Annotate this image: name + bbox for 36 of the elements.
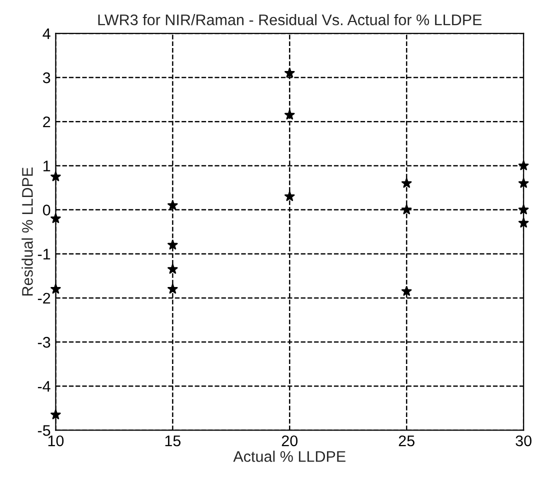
y-axis-title: Residual % LLDPE [22, 168, 33, 296]
point [518, 204, 529, 214]
point [168, 284, 178, 294]
y-tick-label: 0 [42, 204, 50, 216]
point [401, 286, 412, 296]
x-tick-label: 25 [398, 435, 414, 446]
x-tick-label: 30 [516, 435, 532, 446]
y-tick-label: -3 [38, 336, 50, 348]
point [50, 284, 61, 294]
y-tick-label: 1 [44, 160, 50, 172]
point [518, 160, 529, 170]
point [518, 178, 529, 188]
y-tick-label: -4 [38, 381, 50, 392]
x-tick-label: 10 [48, 435, 64, 446]
x-tick-label: 15 [165, 436, 181, 446]
point [401, 204, 412, 214]
point [168, 240, 178, 250]
point [50, 409, 61, 420]
y-tick-label: -5 [38, 425, 50, 436]
point [168, 200, 178, 210]
y-tick-label: -1 [38, 248, 50, 260]
point [50, 171, 61, 182]
y-tick-label: -2 [38, 292, 50, 304]
y-tick-label: 3 [42, 72, 50, 84]
point [168, 264, 178, 274]
x-tick-label: 20 [282, 435, 298, 446]
point [401, 178, 412, 188]
point [50, 213, 61, 224]
point [284, 110, 295, 120]
x-axis-title: Actual % LLDPE [233, 450, 346, 462]
chart-title: LWR3 for NIR/Raman - Residual Vs. Actual for % LLDPE [98, 14, 482, 26]
point [284, 68, 295, 78]
y-tick-label: 4 [42, 28, 50, 39]
point [284, 191, 295, 202]
point [518, 218, 529, 228]
y-tick-label: 2 [43, 116, 50, 128]
